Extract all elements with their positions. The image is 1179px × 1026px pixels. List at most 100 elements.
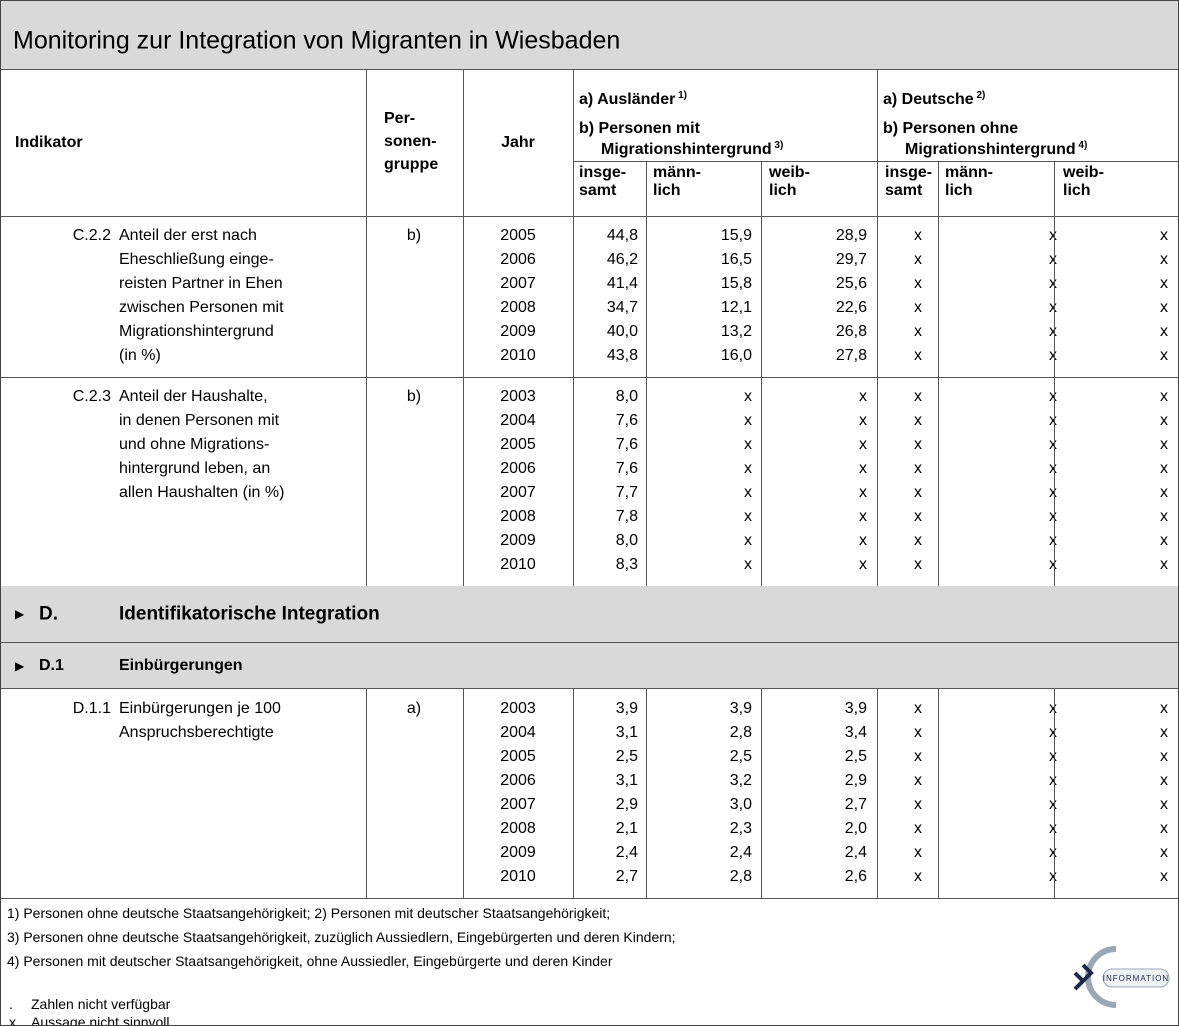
logo: INFORMATION (1073, 946, 1170, 1008)
sub-head: samt (579, 182, 617, 199)
rule (646, 377, 647, 586)
rule (1054, 689, 1055, 898)
cell: x (914, 556, 922, 573)
cell: 2,8 (729, 868, 752, 885)
rule (366, 377, 367, 586)
rule (1, 642, 1178, 643)
cell: 2,1 (615, 820, 638, 837)
col-head: sonen- (384, 133, 437, 150)
group-label: Migrationshintergrund (905, 141, 1076, 158)
indicator-text: hintergrund leben, an (119, 460, 271, 477)
cell: 13,2 (720, 323, 752, 340)
cell: 2,0 (844, 820, 867, 837)
cell: x (859, 412, 867, 429)
year: 2005 (500, 436, 536, 453)
indicator-code: C.2.3 (72, 388, 111, 405)
cell: x (914, 251, 922, 268)
cell: 3,1 (615, 724, 638, 741)
year: 2007 (500, 796, 536, 813)
cell: x (914, 532, 922, 549)
indicator-text: reisten Partner in Ehen (119, 275, 283, 292)
cell: x (1160, 275, 1168, 292)
sub-head: weib- (769, 164, 810, 181)
cell: x (1160, 820, 1168, 837)
cell: x (1049, 388, 1057, 405)
cell: x (859, 484, 867, 501)
rule (1, 688, 1178, 689)
cell: x (914, 724, 922, 741)
year: 2006 (500, 772, 536, 789)
cell: 2,9 (615, 796, 638, 813)
note-ref: 4) (1075, 140, 1088, 151)
rule (573, 69, 574, 216)
cell: x (1160, 323, 1168, 340)
indicator-text: Einbürgerungen je 100 (119, 700, 281, 717)
cell: x (1160, 868, 1168, 885)
rule (877, 377, 878, 586)
cell: x (914, 484, 922, 501)
rule (366, 689, 367, 898)
year: 2004 (500, 724, 536, 741)
section-code: D.1 (39, 656, 64, 674)
cell: 3,4 (844, 724, 867, 741)
rule (646, 161, 647, 216)
indicator-text: Anteil der Haushalte, (119, 388, 268, 405)
section-code: D. (39, 603, 58, 625)
note-ref: 2) (973, 90, 986, 101)
cell: 28,9 (835, 227, 867, 244)
rule (1054, 216, 1055, 377)
indicator-text: zwischen Personen mit (119, 299, 284, 316)
rule (1, 216, 1178, 217)
cell: x (859, 508, 867, 525)
indicator-text: Eheschließung einge- (119, 251, 274, 268)
rule (877, 69, 878, 216)
indicator-text: Anspruchsberechtigte (119, 724, 274, 741)
cell: x (744, 412, 752, 429)
cell: 16,5 (720, 251, 752, 268)
cell: 3,1 (615, 772, 638, 789)
cell: x (1160, 251, 1168, 268)
rule (463, 689, 464, 898)
footnote: 4) Personen mit deutscher Staatsangehöri… (7, 953, 613, 969)
cell: x (1160, 532, 1168, 549)
rule (877, 689, 878, 898)
year: 2005 (500, 748, 536, 765)
rule (646, 216, 647, 377)
cell: 25,6 (835, 275, 867, 292)
cell: 8,0 (615, 532, 638, 549)
cell: x (914, 323, 922, 340)
group-head: b) Personen mit (579, 120, 700, 137)
cell: x (1160, 556, 1168, 573)
cell: x (859, 460, 867, 477)
year: 2003 (500, 388, 536, 405)
title: Monitoring zur Integration von Migranten… (13, 26, 621, 55)
cell: 40,0 (606, 323, 638, 340)
cell: x (1160, 347, 1168, 364)
cell: 7,6 (615, 436, 638, 453)
year: 2009 (500, 844, 536, 861)
cell: x (1160, 299, 1168, 316)
rule (938, 377, 939, 586)
cell: x (1160, 748, 1168, 765)
year: 2010 (500, 556, 536, 573)
rule (938, 216, 939, 377)
cell: x (914, 460, 922, 477)
rule (1054, 161, 1055, 216)
col-head: Indikator (15, 134, 83, 151)
section-band (1, 586, 1178, 642)
logo-text: INFORMATION (1103, 974, 1169, 983)
cell: 3,9 (844, 700, 867, 717)
col-head: Jahr (501, 134, 535, 151)
cell: x (914, 844, 922, 861)
rule (877, 216, 878, 377)
cell: 41,4 (606, 275, 638, 292)
cell: x (744, 484, 752, 501)
footnote: 1) Personen ohne deutsche Staatsangehöri… (7, 905, 611, 921)
group-head: b) Personen ohne (883, 120, 1019, 137)
year: 2008 (500, 508, 536, 525)
group-code: a) (406, 700, 422, 717)
group-head: Migrationshintergrund 3) (601, 137, 783, 159)
indicator-text: Anteil der erst nach (119, 227, 257, 244)
cell: 2,5 (844, 748, 867, 765)
cell: x (1160, 772, 1168, 789)
